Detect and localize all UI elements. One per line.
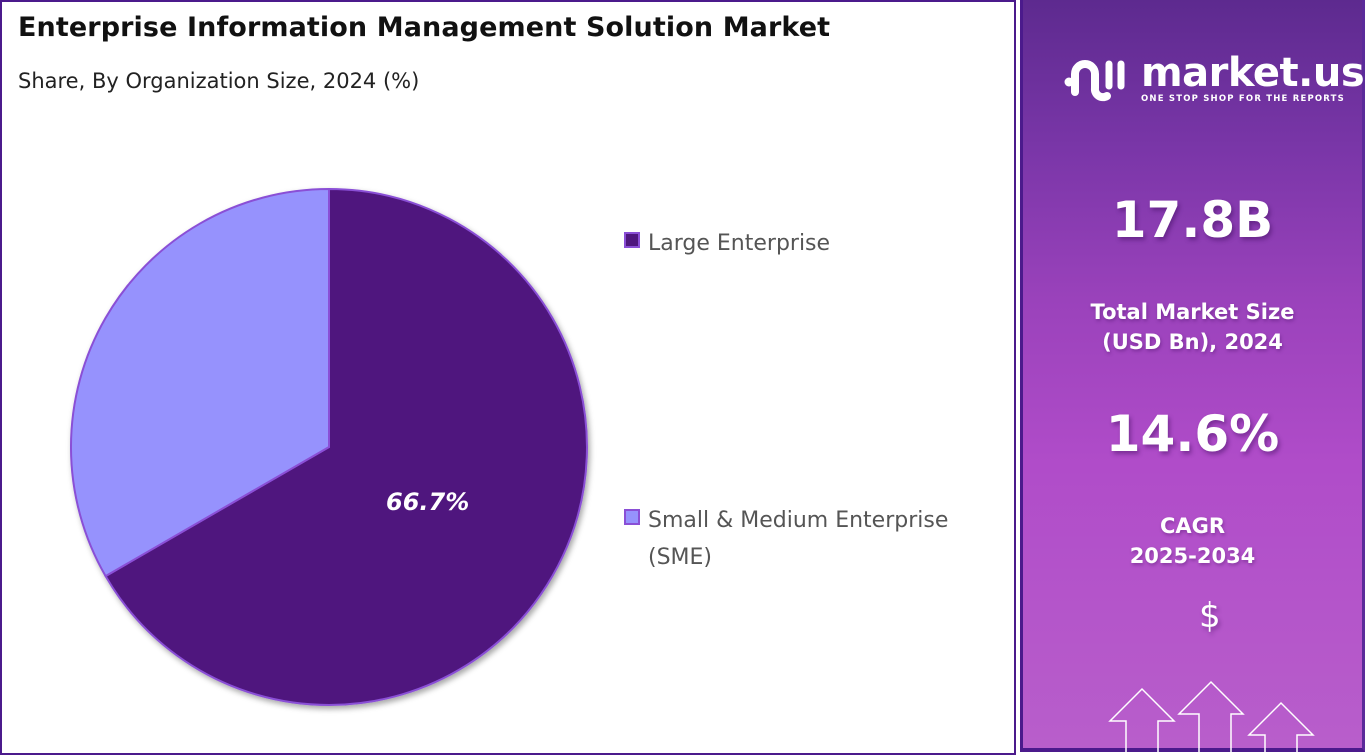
pie-slice-large-enterprise[interactable] [104,187,588,706]
market-size-label-line2: (USD Bn), 2024 [1102,330,1283,354]
pie-slice-sme[interactable] [69,187,330,578]
pie-svg [69,187,588,706]
chart-title: Enterprise Information Management Soluti… [18,12,831,43]
dollar-icon: $ [1199,596,1221,636]
cagr-label-line1: CAGR [1159,514,1226,538]
pie-chart: 66.7% [62,180,602,720]
legend-label: Large Enterprise [648,231,831,256]
growth-arrows-icon [1108,680,1315,752]
legend-item-large-enterprise[interactable]: Large Enterprise [624,225,988,262]
summary-sidebar: market.us ONE STOP SHOP FOR THE REPORTS … [1020,0,1365,752]
market-size-label-line1: Total Market Size [1090,300,1295,324]
market-us-logo: market.us ONE STOP SHOP FOR THE REPORTS [1063,49,1365,104]
chart-subtitle: Share, By Organization Size, 2024 (%) [18,69,420,93]
chart-panel: Enterprise Information Management Soluti… [0,0,1016,755]
logo-wordmark: market.us [1141,49,1365,96]
pie-data-label: 66.7% [386,488,470,516]
legend-item-sme[interactable]: Small & Medium Enterprise (SME) [624,502,988,576]
cagr-value: 14.6% [1105,405,1280,463]
legend-swatch-icon [624,509,640,525]
legend-label: Small & Medium Enterprise (SME) [648,508,949,570]
market-size-value: 17.8B [1111,191,1274,249]
logo-mark-icon [1064,60,1125,102]
cagr-label-line2: 2025-2034 [1129,544,1256,568]
logo-tagline: ONE STOP SHOP FOR THE REPORTS [1141,93,1345,104]
legend-swatch-icon [624,232,640,248]
